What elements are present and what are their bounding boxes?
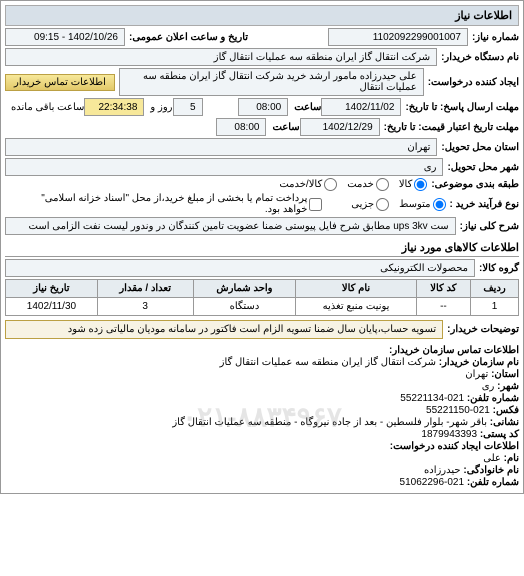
section-title: اطلاعات نياز bbox=[5, 5, 519, 26]
c-firstname: علی bbox=[483, 453, 501, 464]
table-header: كد كالا bbox=[416, 280, 470, 298]
table-cell: يونيت منبع تغذيه bbox=[296, 298, 416, 316]
c-lastname-label: نام خانوادگی: bbox=[463, 465, 519, 476]
buy-option-0[interactable]: متوسط bbox=[399, 198, 445, 211]
buyer-device-label: نام دستگاه خريدار: bbox=[441, 52, 519, 63]
c-address: باقر شهر- بلوار فلسطين - بعد از جاده نير… bbox=[172, 417, 487, 428]
c-fax-label: فكس: bbox=[493, 405, 519, 416]
response-time-label: ساعت bbox=[294, 102, 321, 113]
validity-deadline-time: 08:00 bbox=[216, 118, 266, 136]
buy-option-1[interactable]: جزيی bbox=[351, 198, 389, 211]
creator-title: اطلاعات ايجاد كننده درخواست: bbox=[390, 441, 519, 452]
remaining-days: 5 bbox=[173, 98, 203, 116]
c-postal: 1879943393 bbox=[421, 429, 477, 440]
c-city: ری bbox=[482, 381, 495, 392]
city-value: ری bbox=[5, 158, 443, 176]
group-label: طبقه بندی موضوعی: bbox=[431, 179, 519, 190]
payment-checkbox[interactable]: پرداخت تمام يا بخشی از مبلغ خريد،از محل … bbox=[15, 193, 322, 215]
response-deadline-date: 1402/11/02 bbox=[321, 98, 401, 116]
group-option-2[interactable]: كالا/خدمت bbox=[279, 178, 337, 191]
table-header: تعداد / مقدار bbox=[97, 280, 193, 298]
buyer-note-label: توضيحات خريدار: bbox=[447, 324, 519, 335]
buy-type-label: نوع فرآيند خريد : bbox=[450, 199, 519, 210]
org-name: شركت انتقال گاز ايران منطقه سه عمليات ان… bbox=[220, 357, 436, 368]
group-classification: طبقه بندی موضوعی: كالا خدمت كالا/خدمت bbox=[5, 178, 519, 191]
buyer-note-value: تسويه حساب،پايان سال ضمنا تسويه الزام اس… bbox=[5, 320, 443, 339]
validity-time-label: ساعت bbox=[272, 122, 299, 133]
request-creator-label: ايجاد كننده درخواست: bbox=[428, 77, 519, 88]
c-fax: 021-55221150 bbox=[426, 405, 490, 416]
table-row: 1--يونيت منبع تغذيهدستگاه31402/11/30 bbox=[6, 298, 519, 316]
city-label: شهر محل تحويل: bbox=[447, 162, 519, 173]
province-label: استان محل تحويل: bbox=[441, 142, 519, 153]
buyer-device-value: شركت انتقال گاز ايران منطقه سه عمليات ان… bbox=[5, 48, 437, 66]
item-group-value: محصولات الكترونيكی bbox=[5, 259, 475, 277]
overall-desc-value: ست ups 3kv مطابق شرح فايل پيوستی ضمنا عض… bbox=[5, 217, 456, 235]
c-contactphone-label: شماره تلفن: bbox=[467, 477, 519, 488]
validity-deadline-label: مهلت تاريخ اعتبار قيمت: تا تاريخ: bbox=[384, 122, 519, 133]
c-phone: 021-55221134 bbox=[400, 393, 464, 404]
province-value: تهران bbox=[5, 138, 437, 156]
c-contactphone: 021-51062296 bbox=[400, 477, 465, 488]
table-cell: دستگاه bbox=[193, 298, 296, 316]
response-deadline-label: مهلت ارسال پاسخ: تا تاريخ: bbox=[405, 102, 519, 113]
group-option-1[interactable]: خدمت bbox=[347, 178, 389, 191]
items-table: رديفكد كالانام كالاواحد شمارشتعداد / مقد… bbox=[5, 279, 519, 316]
overall-desc-label: شرح كلی نياز: bbox=[460, 221, 519, 232]
validity-deadline-date: 1402/12/29 bbox=[300, 118, 380, 136]
remaining-days-label: روز و bbox=[150, 102, 172, 113]
c-city-label: شهر: bbox=[497, 381, 519, 392]
table-header: تاريخ نياز bbox=[6, 280, 98, 298]
table-cell: -- bbox=[416, 298, 470, 316]
c-lastname: حيدرزاده bbox=[424, 465, 461, 476]
c-address-label: نشانی: bbox=[490, 417, 519, 428]
c-province-label: استان: bbox=[491, 369, 519, 380]
request-number-value: 1102092299001007 bbox=[328, 28, 468, 46]
c-phone-label: شماره تلفن: bbox=[467, 393, 519, 404]
request-creator-value: علی حيدرزاده مامور ارشد خريد شركت انتقال… bbox=[119, 68, 424, 96]
table-header: رديف bbox=[471, 280, 519, 298]
table-cell: 1402/11/30 bbox=[6, 298, 98, 316]
item-group-label: گروه كالا: bbox=[479, 263, 519, 274]
contact-title: اطلاعات تماس سازمان خريدار: bbox=[389, 345, 519, 356]
c-firstname-label: نام: bbox=[504, 453, 519, 464]
table-header: واحد شمارش bbox=[193, 280, 296, 298]
request-number-label: شماره نياز: bbox=[472, 32, 519, 43]
items-title: اطلاعات كالاهای مورد نياز bbox=[402, 241, 519, 254]
announce-date-label: تاريخ و ساعت اعلان عمومی: bbox=[129, 32, 248, 43]
table-cell: 3 bbox=[97, 298, 193, 316]
group-option-0[interactable]: كالا bbox=[399, 178, 428, 191]
response-deadline-time: 08:00 bbox=[238, 98, 288, 116]
remaining-clock-label: ساعت باقی مانده bbox=[11, 102, 84, 113]
table-header: نام كالا bbox=[296, 280, 416, 298]
buy-type: نوع فرآيند خريد : متوسط جزيی پرداخت تمام… bbox=[5, 193, 519, 215]
c-postal-label: كد پستی: bbox=[480, 429, 519, 440]
c-province: تهران bbox=[465, 369, 488, 380]
remaining-clock: 22:34:38 bbox=[84, 98, 144, 116]
buyer-contact-button[interactable]: اطلاعات تماس خريدار bbox=[5, 74, 115, 91]
announce-date-value: 1402/10/26 - 09:15 bbox=[5, 28, 125, 46]
contact-section: ۰۲۱-۸۸۳۴۹۶۷ اطلاعات تماس سازمان خريدار: … bbox=[5, 345, 519, 488]
org-name-label: نام سازمان خريدار: bbox=[439, 357, 519, 368]
table-cell: 1 bbox=[471, 298, 519, 316]
